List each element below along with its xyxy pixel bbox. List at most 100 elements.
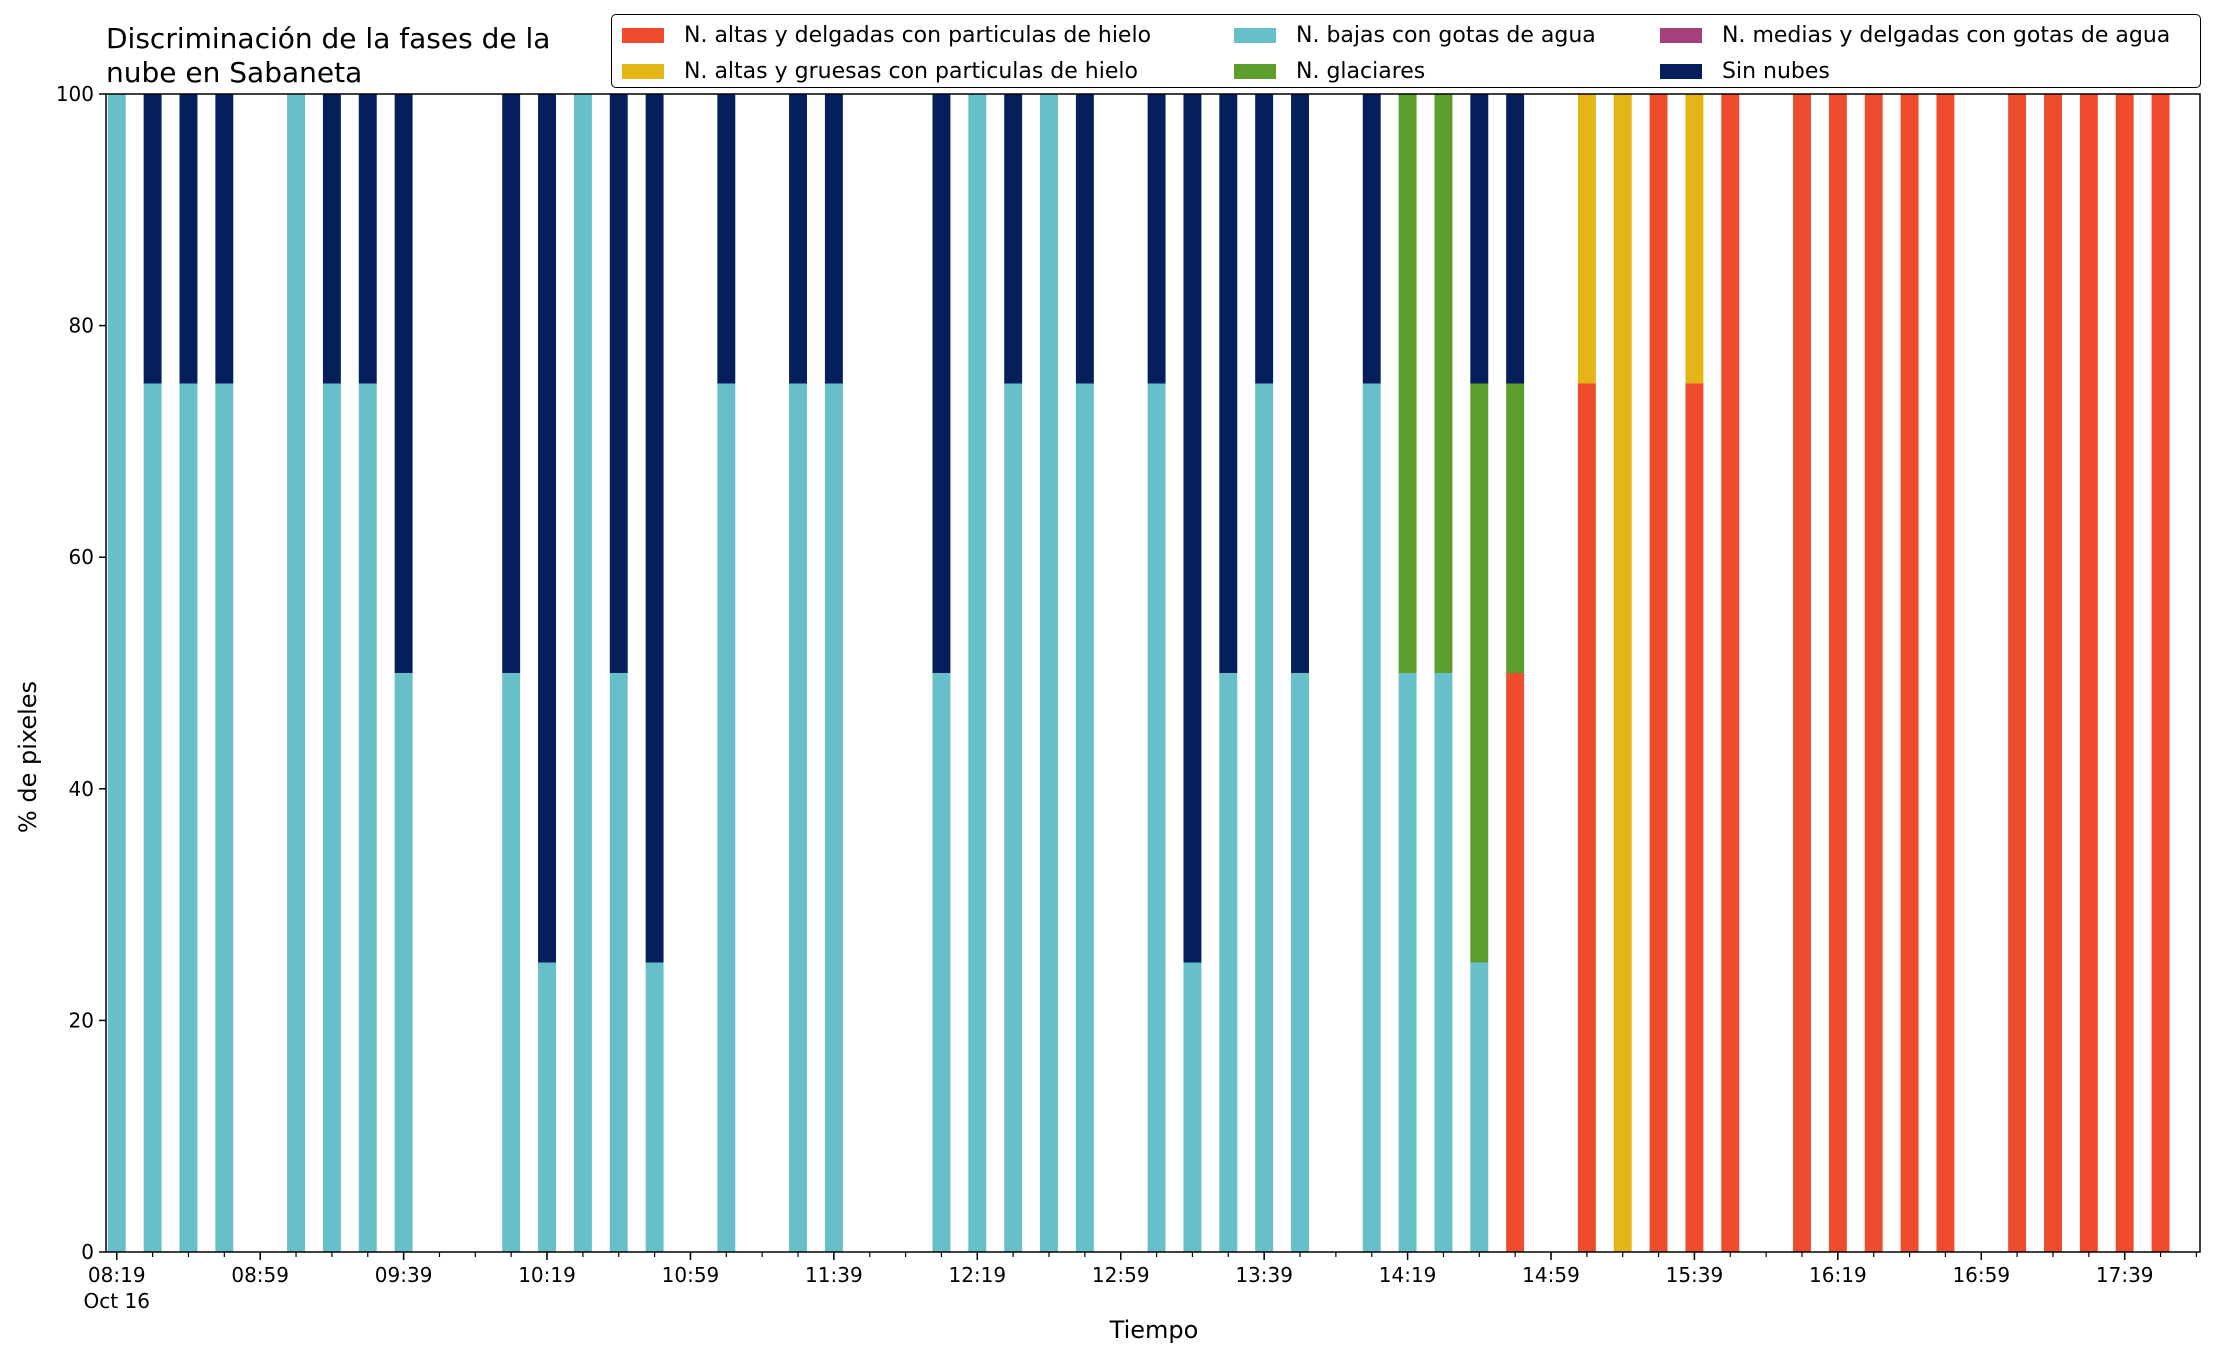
bar-segment-1129-s5 bbox=[789, 94, 807, 384]
bar-segment-1439-s3 bbox=[1470, 383, 1489, 963]
bar-segment-1749-s0 bbox=[2151, 94, 2170, 1252]
bar-segment-1339-s2 bbox=[1255, 383, 1274, 1252]
bar-segment-1539-s0 bbox=[1685, 383, 1704, 1252]
bar-segment-1109-s5 bbox=[717, 94, 736, 384]
bar-segment-1249-s2 bbox=[1075, 383, 1094, 1252]
x-tick-label: 08:19 bbox=[88, 1263, 146, 1287]
bar-segment-1249-s5 bbox=[1075, 94, 1094, 384]
y-tick-label: 40 bbox=[69, 777, 94, 801]
bar-segment-0849-s2 bbox=[215, 383, 234, 1252]
x-tick-sublabel: Oct 16 bbox=[84, 1289, 150, 1313]
bar-segment-1049-s5 bbox=[645, 94, 664, 963]
bar-segment-1039-s2 bbox=[609, 673, 628, 1252]
legend-swatch bbox=[1660, 27, 1702, 43]
bar-segment-1509-s1 bbox=[1577, 94, 1596, 384]
y-tick-label: 0 bbox=[81, 1240, 94, 1264]
bar-segment-1329-s2 bbox=[1219, 673, 1238, 1252]
bar-segment-1419-s2 bbox=[1398, 673, 1417, 1252]
bar-segment-0909-s2 bbox=[287, 94, 305, 1252]
x-tick-label: 10:19 bbox=[518, 1263, 576, 1287]
bar-segment-1229-s2 bbox=[1004, 383, 1023, 1252]
x-tick-label: 11:39 bbox=[805, 1263, 863, 1287]
bar-segment-1329-s5 bbox=[1219, 94, 1238, 673]
bar-segment-1009-s2 bbox=[502, 673, 521, 1252]
bar-segment-1109-s2 bbox=[717, 383, 736, 1252]
bar-segment-1309-s5 bbox=[1147, 94, 1166, 384]
legend-item: N. altas y delgadas con particulas de hi… bbox=[622, 17, 1234, 53]
x-tick-label: 17:39 bbox=[2096, 1263, 2154, 1287]
bar-segment-1349-s2 bbox=[1291, 673, 1309, 1252]
bar-segment-1219-s2 bbox=[968, 94, 987, 1252]
bar-segment-0819-s2 bbox=[107, 94, 126, 1252]
y-tick-label: 100 bbox=[56, 82, 94, 106]
bar-segment-1009-s5 bbox=[502, 94, 521, 673]
bar-segment-1439-s2 bbox=[1470, 962, 1489, 1252]
bar-segment-1039-s5 bbox=[609, 94, 628, 673]
bar-segment-0849-s5 bbox=[215, 94, 234, 384]
bar-segment-0929-s2 bbox=[358, 383, 377, 1252]
bar-segment-1529-s0 bbox=[1649, 94, 1668, 1252]
x-tick-label: 15:39 bbox=[1666, 1263, 1724, 1287]
x-tick-label: 12:59 bbox=[1092, 1263, 1150, 1287]
x-axis-label: Tiempo bbox=[1109, 1316, 1199, 1344]
x-tick-label: 10:59 bbox=[662, 1263, 720, 1287]
bar-segment-0939-s5 bbox=[394, 94, 413, 673]
bar-segment-1019-s2 bbox=[538, 962, 556, 1252]
bar-segment-1429-s2 bbox=[1434, 673, 1453, 1252]
bar-segment-0929-s5 bbox=[358, 94, 377, 384]
legend-label: N. altas y delgadas con particulas de hi… bbox=[684, 22, 1152, 48]
bar-segment-0839-s5 bbox=[179, 94, 198, 384]
bar-segment-1309-s2 bbox=[1147, 383, 1166, 1252]
bar-segment-0829-s5 bbox=[143, 94, 162, 384]
bar-segment-1449-s5 bbox=[1506, 94, 1525, 384]
bar-segment-1519-s1 bbox=[1613, 94, 1632, 1252]
y-tick-label: 20 bbox=[69, 1008, 94, 1032]
bar-segment-1319-s2 bbox=[1183, 962, 1202, 1252]
legend-swatch bbox=[622, 63, 664, 79]
bar-segment-1539-s1 bbox=[1685, 94, 1704, 384]
bar-segment-1509-s0 bbox=[1577, 383, 1596, 1252]
bar-segment-1429-s3 bbox=[1434, 94, 1453, 673]
bar-segment-1139-s5 bbox=[824, 94, 843, 384]
bar-segment-1709-s0 bbox=[2008, 94, 2027, 1252]
bar-segment-0829-s2 bbox=[143, 383, 162, 1252]
bar-segment-1419-s3 bbox=[1398, 94, 1417, 673]
bar-segment-1739-s0 bbox=[2115, 94, 2134, 1252]
bar-segment-1209-s2 bbox=[932, 673, 951, 1252]
bar-segment-1719-s0 bbox=[2044, 94, 2062, 1252]
bar-segment-1339-s5 bbox=[1255, 94, 1274, 384]
legend-label: N. bajas con gotas de agua bbox=[1296, 22, 1596, 48]
bar-segment-1229-s5 bbox=[1004, 94, 1023, 384]
bar-segment-1209-s5 bbox=[932, 94, 951, 673]
x-tick-label: 16:59 bbox=[1952, 1263, 2010, 1287]
x-tick-label: 13:39 bbox=[1235, 1263, 1293, 1287]
bar-segment-1649-s0 bbox=[1936, 94, 1955, 1252]
legend-label: N. medias y delgadas con gotas de agua bbox=[1722, 22, 2171, 48]
x-tick-label: 08:59 bbox=[231, 1263, 289, 1287]
bar-segment-1139-s2 bbox=[824, 383, 843, 1252]
legend-swatch bbox=[1660, 63, 1702, 79]
bar-segment-1019-s5 bbox=[538, 94, 556, 963]
legend: N. altas y delgadas con particulas de hi… bbox=[611, 14, 2201, 88]
legend-item: N. bajas con gotas de agua bbox=[1234, 17, 1660, 53]
bar-segment-0919-s5 bbox=[322, 94, 341, 384]
x-tick-label: 16:19 bbox=[1809, 1263, 1867, 1287]
bar-segment-1449-s3 bbox=[1506, 383, 1525, 673]
x-tick-label: 14:19 bbox=[1379, 1263, 1437, 1287]
y-axis-label: % de pixeles bbox=[14, 680, 42, 834]
legend-label: N. glaciares bbox=[1296, 58, 1426, 84]
legend-item: N. glaciares bbox=[1234, 53, 1660, 89]
bar-segment-0939-s2 bbox=[394, 673, 413, 1252]
bar-segment-1639-s0 bbox=[1900, 94, 1919, 1252]
plot-frame bbox=[105, 93, 2201, 1253]
x-tick-label: 09:39 bbox=[375, 1263, 433, 1287]
legend-swatch bbox=[1234, 27, 1276, 43]
bar-segment-1629-s0 bbox=[1864, 94, 1883, 1252]
y-tick-label: 60 bbox=[69, 545, 94, 569]
bar-segment-1319-s5 bbox=[1183, 94, 1202, 963]
bar-segment-1609-s0 bbox=[1793, 94, 1811, 1252]
bar-segment-1029-s2 bbox=[573, 94, 592, 1252]
bars-layer bbox=[107, 94, 2170, 1252]
bar-segment-1439-s5 bbox=[1470, 94, 1489, 384]
